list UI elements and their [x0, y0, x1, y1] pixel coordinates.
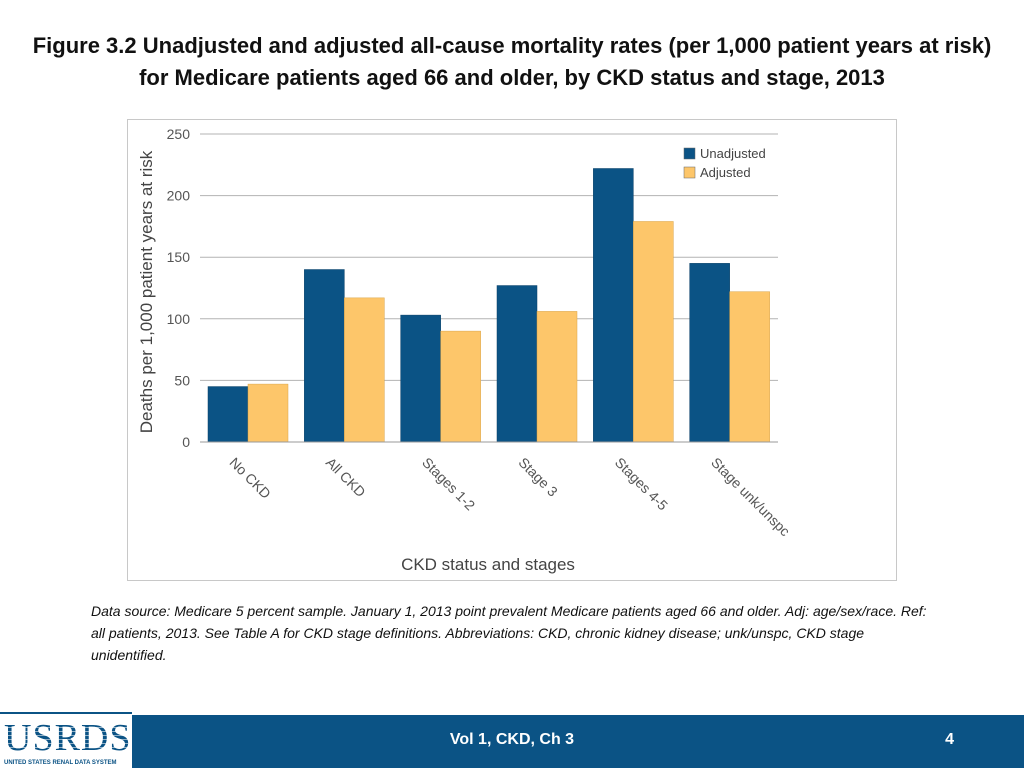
y-tick-label: 150	[167, 249, 191, 265]
page-title: Figure 3.2 Unadjusted and adjusted all-c…	[32, 33, 992, 90]
x-tick-label: Stages 4-5	[612, 454, 671, 513]
page-number: 4	[945, 731, 954, 748]
x-tick-label: Stages 1-2	[419, 454, 478, 513]
bar-unadjusted	[689, 263, 730, 443]
bar-unadjusted	[304, 269, 345, 443]
bar-adjusted	[440, 330, 481, 443]
logo-wordmark: USRDS	[4, 717, 132, 759]
y-tick-label: 250	[167, 126, 191, 142]
bar-chart: 0 50 100 150 200 250 No CKD All CKD Stages 1-2 St…	[137, 126, 793, 574]
legend-swatch-unadjusted	[683, 147, 696, 160]
logo-subtitle: UNITED STATES RENAL DATA SYSTEM	[4, 760, 117, 766]
x-tick-label: Stage 3	[516, 454, 562, 500]
bar-unadjusted	[207, 386, 249, 443]
legend-swatch-adjusted	[683, 166, 696, 179]
chart-frame: 0 50 100 150 200 250 No CKD All CKD Stages 1-2 St…	[127, 119, 897, 581]
y-tick-label: 50	[174, 372, 190, 388]
x-tick-label: All CKD	[323, 454, 369, 500]
bar-adjusted	[344, 297, 385, 443]
y-tick-label: 0	[182, 434, 190, 450]
legend-label: Unadjusted	[700, 146, 766, 161]
bar-unadjusted	[400, 314, 441, 443]
bar-unadjusted	[496, 285, 538, 443]
bar-adjusted	[247, 383, 289, 443]
y-tick-label: 200	[167, 188, 191, 204]
footer-bar: Vol 1, CKD, Ch 3 4	[0, 715, 1024, 768]
x-axis-title: CKD status and stages	[401, 555, 575, 574]
y-tick-label: 100	[167, 311, 191, 327]
legend-label: Adjusted	[700, 165, 751, 180]
bar-adjusted	[536, 311, 578, 443]
usrds-logo: USRDS UNITED STATES RENAL DATA SYSTEM	[0, 712, 132, 770]
bar-adjusted	[729, 291, 770, 443]
x-tick-label: Stage unk/unspc	[708, 454, 793, 539]
x-tick-label: No CKD	[227, 454, 275, 502]
bar-adjusted	[633, 221, 674, 443]
bar-unadjusted	[593, 168, 634, 443]
y-axis-title: Deaths per 1,000 patient years at risk	[137, 150, 156, 433]
data-source-note: Data source: Medicare 5 percent sample. …	[91, 603, 927, 663]
footer-label: Vol 1, CKD, Ch 3	[449, 731, 575, 748]
